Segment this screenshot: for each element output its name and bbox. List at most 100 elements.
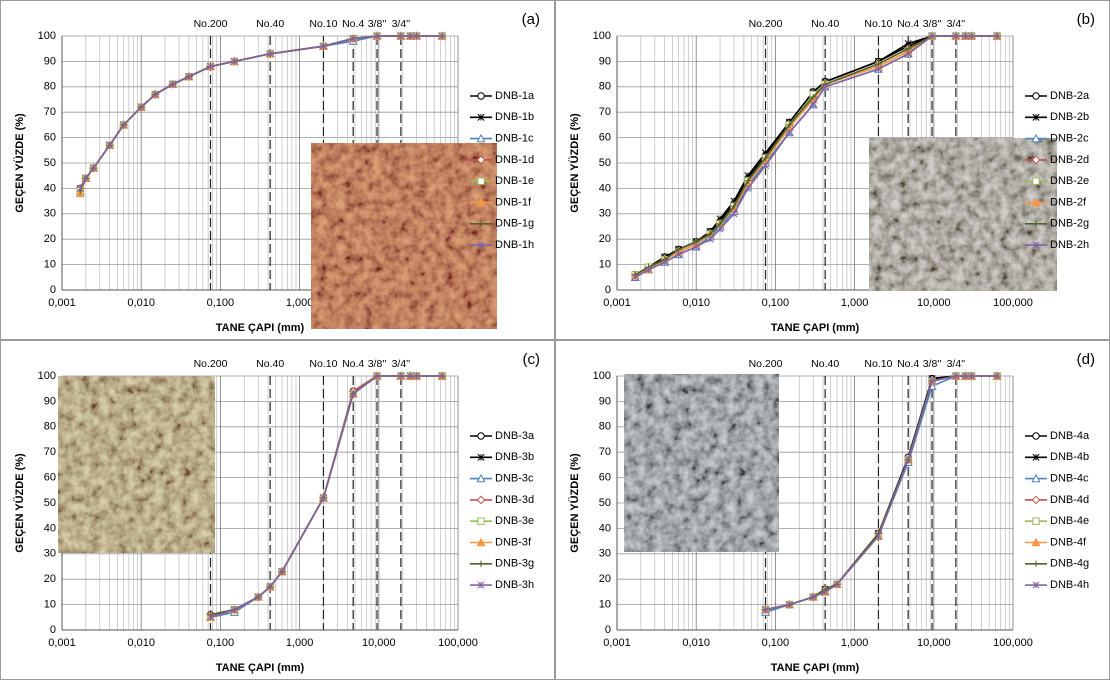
data-point [744, 184, 752, 192]
legend-label: DNB-1b [495, 111, 534, 123]
x-tick-label: 100,000 [993, 637, 1033, 649]
data-point [185, 73, 193, 81]
y-tick-label: 100 [593, 30, 611, 42]
x-tick-label: 100,000 [993, 297, 1033, 309]
data-point [785, 128, 793, 137]
data-point [230, 606, 238, 614]
y-tick-label: 0 [605, 284, 611, 296]
data-point [76, 184, 84, 192]
legend-label: DNB-2c [1050, 133, 1089, 145]
y-tick-label: 30 [44, 548, 56, 560]
legend-label: DNB-1h [495, 239, 534, 251]
x-tick-label: 0,001 [48, 297, 76, 309]
sieve-label: 3/4'' [392, 18, 411, 30]
sieve-label: No.40 [811, 18, 839, 30]
legend-label: DNB-3a [495, 430, 535, 442]
data-point [438, 32, 446, 40]
y-axis-label: GEÇEN YÜZDE (%) [13, 113, 26, 213]
data-point [730, 210, 738, 218]
sieve-label: No.40 [256, 358, 284, 370]
y-tick-label: 50 [44, 157, 56, 169]
legend-label: DNB-4h [1050, 579, 1089, 591]
legend-label: DNB-4e [1050, 515, 1089, 527]
data-point [785, 601, 793, 609]
sample-photo [311, 143, 497, 329]
data-point [928, 32, 936, 40]
data-point [661, 258, 669, 266]
sieve-label: No.10 [864, 358, 892, 370]
y-tick-label: 10 [599, 259, 611, 271]
legend-marker [477, 113, 485, 121]
data-point [928, 377, 936, 385]
sieve-label: No.10 [309, 358, 337, 370]
data-point [106, 141, 114, 149]
sieve-label: 3/8'' [368, 358, 387, 370]
y-tick-label: 20 [599, 233, 611, 245]
y-tick-label: 10 [599, 599, 611, 611]
data-point [961, 32, 969, 40]
y-tick-label: 70 [599, 446, 611, 458]
series-line [210, 375, 443, 619]
x-tick-label: 0,010 [682, 297, 710, 309]
data-point [744, 177, 752, 184]
legend-label: DNB-2f [1050, 196, 1087, 208]
data-point [349, 390, 357, 398]
y-tick-label: 40 [44, 522, 56, 534]
data-point [137, 103, 145, 111]
sieve-label: No.4 [897, 358, 919, 370]
legend-marker [477, 560, 485, 567]
data-point [373, 32, 381, 40]
x-axis-label: TANE ÇAPI (mm) [216, 662, 305, 674]
data-point [952, 372, 960, 380]
data-point [266, 50, 274, 58]
legend-marker [1032, 113, 1040, 121]
y-tick-label: 80 [599, 81, 611, 93]
legend-label: DNB-2g [1050, 218, 1089, 230]
legend-label: DNB-2h [1050, 239, 1089, 251]
legend-marker [1032, 432, 1040, 440]
x-tick-label: 1,000 [286, 297, 314, 309]
data-point [762, 154, 769, 162]
chart-panel: 0 10 20 30 40 50 60 70 80 90 100 0,001 0,010 0,100 1,0… [0, 0, 555, 340]
data-point [968, 372, 976, 380]
data-point [761, 161, 770, 170]
y-tick-label: 10 [44, 599, 56, 611]
data-point [406, 372, 414, 380]
data-point [716, 225, 724, 233]
legend-marker [476, 473, 486, 483]
x-tick-label: 0,010 [682, 637, 710, 649]
y-tick-label: 100 [38, 30, 56, 42]
legend-label: DNB-1f [495, 196, 532, 208]
y-axis-label: GEÇEN YÜZDE (%) [568, 113, 581, 213]
x-tick-label: 0,100 [762, 637, 790, 649]
data-point [675, 250, 683, 258]
legend-marker [477, 92, 485, 100]
y-tick-label: 0 [605, 624, 611, 636]
legend-marker [1031, 155, 1041, 165]
y-tick-label: 60 [44, 472, 56, 484]
legend-marker [477, 177, 485, 185]
data-point [993, 372, 1001, 380]
x-tick-label: 1,000 [841, 297, 869, 309]
y-tick-label: 20 [44, 233, 56, 245]
data-point [151, 90, 159, 98]
data-point [206, 62, 215, 71]
data-point [730, 202, 738, 210]
legend-marker [477, 220, 485, 227]
x-tick-label: 0,100 [762, 297, 790, 309]
data-point [319, 494, 327, 502]
y-tick-label: 30 [599, 548, 611, 560]
data-point [904, 50, 912, 58]
legend-label: DNB-4c [1050, 473, 1089, 485]
x-tick-label: 0,100 [207, 297, 235, 309]
legend-label: DNB-3f [495, 536, 532, 548]
data-point [904, 456, 912, 464]
y-tick-label: 30 [599, 208, 611, 220]
legend-marker [477, 453, 485, 461]
data-point [89, 164, 98, 172]
legend-label: DNB-1d [495, 154, 534, 166]
y-tick-label: 0 [50, 624, 56, 636]
y-tick-label: 30 [44, 208, 56, 220]
data-point [644, 266, 653, 274]
